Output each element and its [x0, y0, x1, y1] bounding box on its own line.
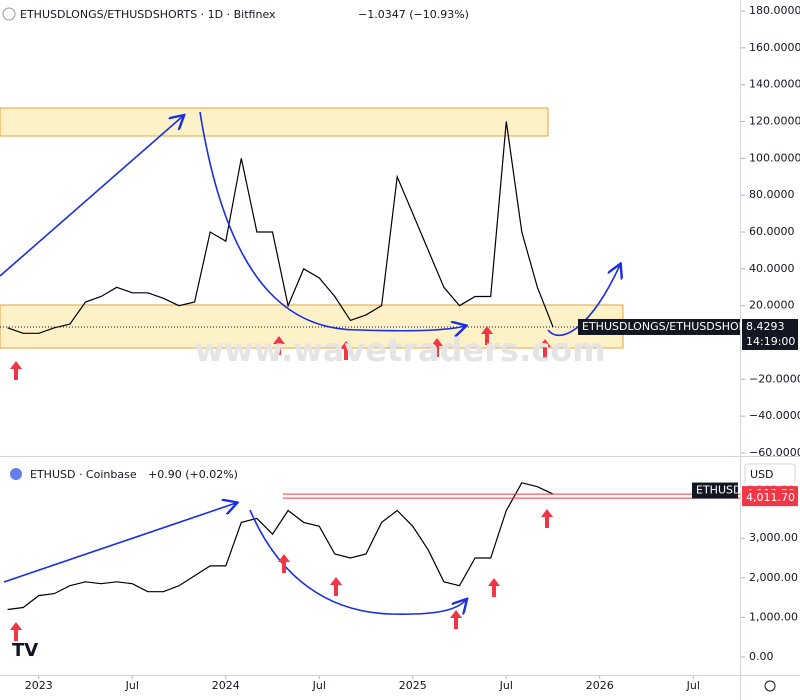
- x-tick-label: 2024: [212, 679, 240, 692]
- series-tag-bg: [578, 318, 740, 335]
- y-tick-label: 160.0000: [749, 41, 800, 54]
- logo: TV: [12, 640, 38, 661]
- y-tick-label: 0.00: [749, 650, 774, 663]
- x-tick-label: 2025: [399, 679, 427, 692]
- red-arrows: [10, 326, 553, 641]
- y-tick-label: 2,000.00: [749, 571, 798, 584]
- series-line: [7, 482, 554, 611]
- y-tick-label: 180.0000: [749, 4, 800, 17]
- price-label: 4,011.70: [746, 491, 795, 504]
- x-tick-label: Jul: [125, 679, 139, 692]
- x-tick-label: 2026: [586, 679, 614, 692]
- x-tick-label: Jul: [686, 679, 700, 692]
- x-tick-label: Jul: [499, 679, 513, 692]
- watermark: www.wavetraders.com: [194, 331, 605, 369]
- settings-icon[interactable]: [764, 680, 776, 692]
- change: −1.0347 (−10.93%): [358, 8, 469, 21]
- y-tick-label: 40.0000: [749, 262, 795, 275]
- resistance-zone: [0, 107, 549, 137]
- last-value: 8.4293: [746, 320, 785, 333]
- y-tick-label: 140.0000: [749, 78, 800, 91]
- currency[interactable]: USD: [750, 468, 774, 481]
- change: +0.90 (+0.02%): [148, 468, 238, 481]
- annotations: [0, 111, 620, 615]
- y-tick-label: 60.0000: [749, 225, 795, 238]
- y-tick-label: −60.0000: [749, 446, 800, 459]
- y-tick-label: 100.0000: [749, 151, 800, 164]
- countdown: 14:19:00: [746, 335, 795, 348]
- chart-title: ETHUSD · Coinbase: [30, 468, 137, 481]
- symbol-icon: [2, 7, 16, 21]
- y-tick-label: 80.0000: [749, 188, 795, 201]
- series-tag: ETHUSDLONGS/ETHUSDSHORTS: [582, 320, 759, 333]
- symbol-icon: [10, 468, 22, 480]
- chart-title: ETHUSDLONGS/ETHUSDSHORTS · 1D · Bitfinex: [20, 8, 276, 21]
- y-tick-label: 3,000.00: [749, 531, 798, 544]
- y-tick-label: 1,000.00: [749, 610, 798, 623]
- price-label-bg: [742, 490, 798, 507]
- series-line: [7, 121, 554, 334]
- x-tick-label: Jul: [312, 679, 326, 692]
- y-tick-label: −40.0000: [749, 409, 800, 422]
- countdown-bg: [742, 333, 798, 350]
- series-tag-bg: [692, 482, 738, 499]
- y-tick-label: −20.0000: [749, 372, 800, 385]
- series-tag: ETHUSD: [696, 484, 741, 497]
- last-value-bg: [742, 318, 798, 335]
- y-tick-label: 120.0000: [749, 115, 800, 128]
- y-tick-label: 20.0000: [749, 299, 795, 312]
- x-tick-label: 2023: [25, 679, 53, 692]
